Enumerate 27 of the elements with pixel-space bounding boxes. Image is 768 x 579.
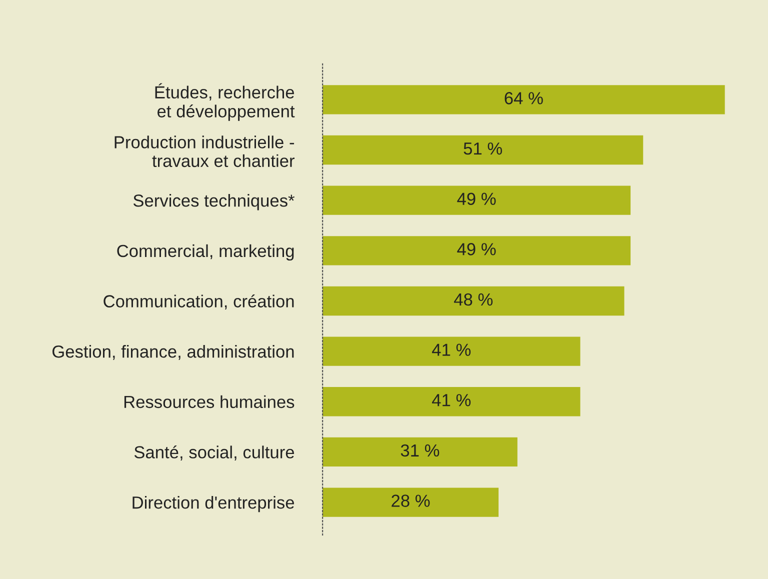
bar <box>322 488 499 517</box>
data-label: 64 % <box>504 92 543 104</box>
data-label: 28 % <box>392 494 430 507</box>
data-label: 48 % <box>454 293 493 306</box>
bar <box>322 135 644 165</box>
y-tick-label: Direction d'entreprise <box>132 496 294 512</box>
data-label: 41 % <box>432 394 471 406</box>
data-label: 51 % <box>464 142 502 155</box>
y-tick-label: Services techniques* <box>133 194 295 210</box>
y-tick-label: Production industrielle - travaux et chantier <box>114 136 295 168</box>
bar <box>322 437 518 467</box>
y-tick-label: Gestion, finance, administration <box>52 345 294 360</box>
bar <box>322 186 631 215</box>
bar <box>322 336 580 366</box>
y-tick-label: Communication, création <box>104 294 294 310</box>
bar <box>322 387 580 416</box>
y-tick-label: Santé, social, culture <box>134 445 294 460</box>
bar <box>322 85 725 114</box>
data-label: 49 % <box>457 192 496 206</box>
y-tick-label: Études, recherche et développement <box>155 83 295 121</box>
y-tick-label: Ressources humaines <box>124 395 294 408</box>
data-label: 31 % <box>400 444 440 457</box>
data-label: 49 % <box>457 243 496 256</box>
bar <box>322 286 624 316</box>
y-tick-label: Commercial, marketing <box>117 244 294 261</box>
data-label: 41 % <box>432 344 471 356</box>
bar <box>322 236 631 266</box>
